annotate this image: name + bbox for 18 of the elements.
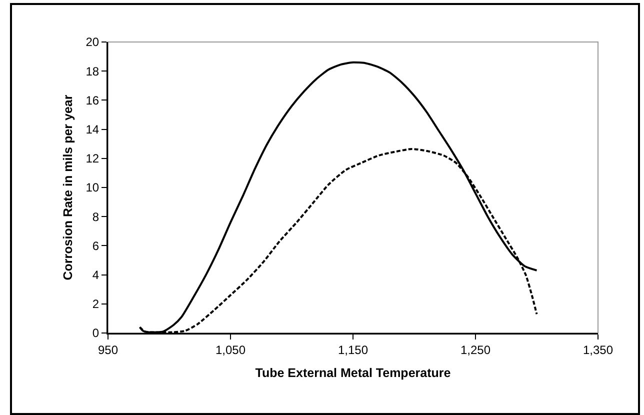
y-tick-label: 8 (92, 210, 100, 224)
y-tick-label: 18 (86, 64, 100, 78)
x-tick-label: 1,050 (215, 342, 246, 357)
y-tick-label: 10 (86, 180, 100, 195)
y-tick-label: 20 (86, 35, 100, 50)
y-axis-title: Corrosion Rate in mils per year (61, 94, 76, 280)
y-tick-label: 14 (86, 122, 100, 136)
y-tick-label: 6 (92, 238, 100, 253)
x-tick-label: 1,350 (582, 342, 614, 357)
y-tick-label: 16 (86, 93, 100, 108)
x-tick-label: 1,250 (460, 342, 491, 357)
y-tick-label: 12 (86, 152, 100, 166)
y-tick-label: 0 (92, 326, 100, 340)
x-tick-label: 950 (98, 342, 118, 357)
y-tick-label: 2 (92, 297, 100, 312)
y-tick-label: 4 (92, 268, 100, 282)
x-tick-label: 1,150 (338, 342, 368, 357)
x-axis-title: Tube External Metal Temperature (255, 366, 451, 380)
